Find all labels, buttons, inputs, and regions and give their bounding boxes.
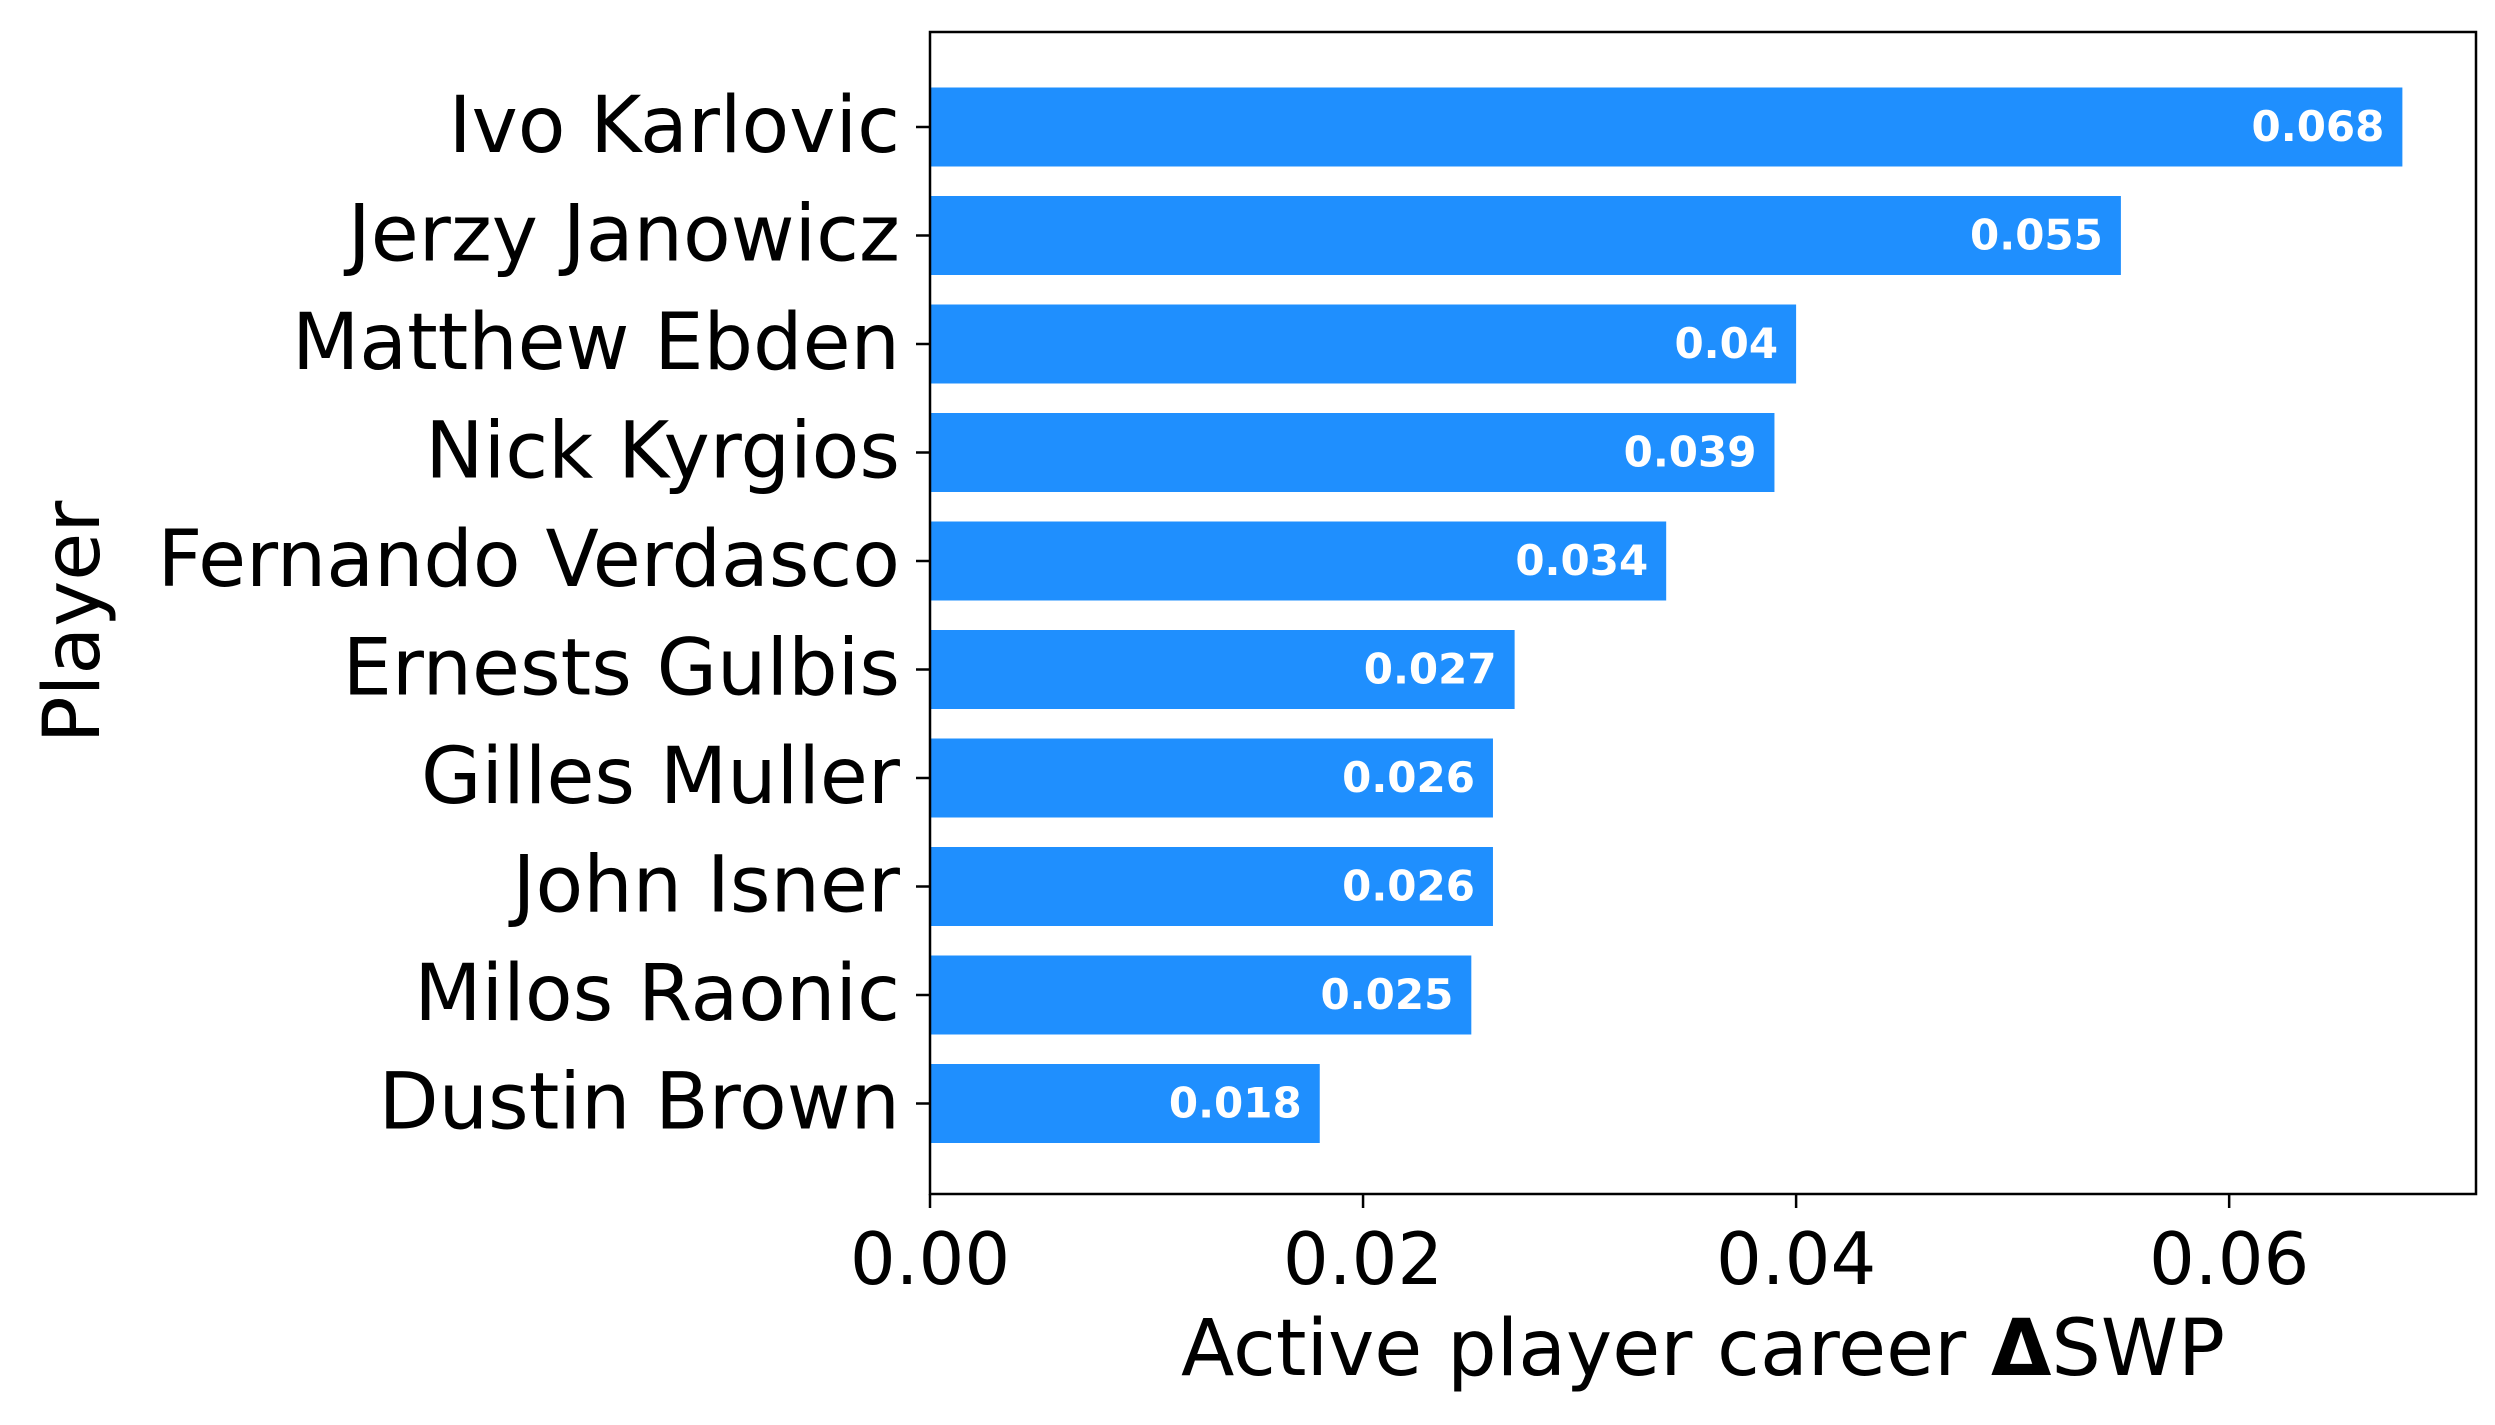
bar <box>930 955 1472 1035</box>
bar-value-label: 0.068 <box>2252 102 2385 151</box>
x-tick-label: 0.02 <box>1283 1217 1443 1301</box>
y-tick-label: John Isner <box>507 841 900 931</box>
x-ticks-group: 0.00 0.02 0.04 0.06 <box>850 1194 2309 1301</box>
x-axis-title-symbol: Δ <box>1991 1304 2051 1394</box>
y-axis-title: Player <box>28 500 118 744</box>
bar-value-label: 0.055 <box>1970 211 2103 260</box>
y-tick-label: Nick Kyrgios <box>425 407 900 497</box>
bar-value-label: 0.039 <box>1624 428 1757 477</box>
y-tick-label: Fernando Verdasco <box>157 515 900 605</box>
bar-value-label: 0.027 <box>1364 645 1497 694</box>
y-tick-label: Ernests Gulbis <box>343 624 900 714</box>
x-axis-title-suffix: SWP <box>2051 1304 2225 1394</box>
bar-value-label: 0.026 <box>1342 862 1475 911</box>
bar <box>930 413 1775 492</box>
bar-value-label: 0.04 <box>1674 319 1778 368</box>
bar-value-label: 0.026 <box>1342 753 1475 802</box>
bar <box>930 196 2121 275</box>
x-tick-label: 0.00 <box>850 1217 1010 1301</box>
x-axis-title: Active player career ΔSWP <box>1181 1304 2225 1394</box>
x-tick-label: 0.06 <box>2149 1217 2309 1301</box>
bar <box>930 630 1515 709</box>
y-ticks-group: Ivo Karlovic Jerzy Janowicz Matthew Ebden N… <box>157 81 930 1148</box>
bars-group <box>930 87 2403 1143</box>
y-tick-label: Gilles Muller <box>421 732 901 822</box>
y-tick-label: Dustin Brown <box>379 1058 900 1148</box>
x-tick-label: 0.04 <box>1716 1217 1876 1301</box>
y-tick-label: Jerzy Janowicz <box>343 190 900 280</box>
bar-value-label: 0.025 <box>1320 970 1453 1019</box>
y-tick-label: Milos Raonic <box>414 949 900 1039</box>
bar-value-label: 0.034 <box>1515 536 1648 585</box>
y-tick-label: Matthew Ebden <box>292 298 900 388</box>
x-axis-title-prefix: Active player career <box>1181 1304 1991 1394</box>
value-labels-group: 0.068 0.055 0.04 0.039 0.034 0.027 0.026 0.026 0… <box>1169 102 2384 1128</box>
plot-frame <box>928 30 2478 1196</box>
bar <box>930 1064 1320 1143</box>
y-tick-label: Ivo Karlovic <box>449 81 900 171</box>
bar-value-label: 0.018 <box>1169 1079 1302 1128</box>
bar <box>930 738 1493 818</box>
bar <box>930 847 1493 926</box>
bar <box>930 87 2403 167</box>
bar <box>930 521 1667 601</box>
bar <box>930 304 1797 384</box>
